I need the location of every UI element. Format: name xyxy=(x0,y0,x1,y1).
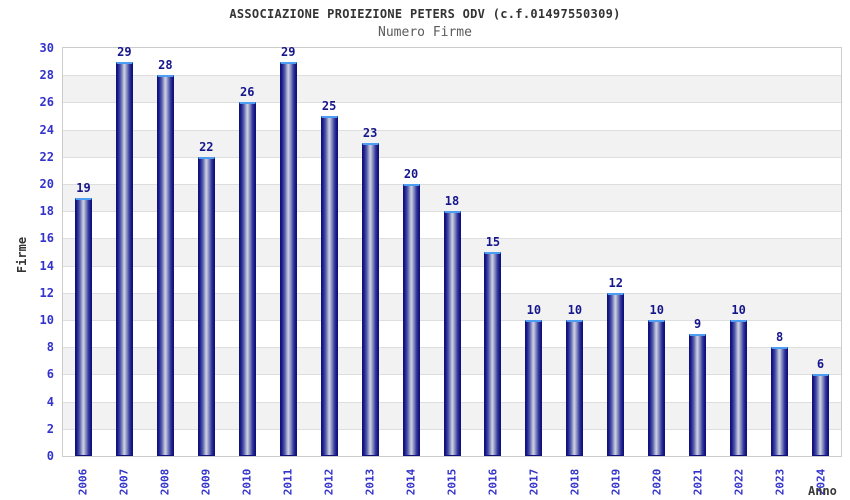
x-axis: 2006 2007 2008 2009 2010 2011 2012 2013 2014 2015… xyxy=(63,457,841,500)
bar-2012 xyxy=(320,116,338,456)
bar-value-label: 22 xyxy=(199,139,214,154)
background-band xyxy=(63,156,841,184)
y-axis: 0 2 4 6 8 10 12 14 16 18 20 22 24 26 28 30 xyxy=(0,41,54,463)
bar-value-label: 19 xyxy=(76,180,91,195)
background-band xyxy=(63,48,841,76)
y-tick-label: 18 xyxy=(39,204,54,219)
x-tick-label: 2017 xyxy=(527,468,541,496)
bar-2013 xyxy=(361,143,379,456)
bar-2008 xyxy=(156,75,174,456)
background-band xyxy=(63,129,841,157)
bar-2006 xyxy=(74,197,92,456)
bar-2016 xyxy=(484,252,502,456)
gridline xyxy=(63,129,841,131)
bar-2024 xyxy=(812,374,830,456)
bar-value-label: 15 xyxy=(485,235,501,249)
y-tick-label: 16 xyxy=(39,231,54,246)
x-tick-label: 2006 xyxy=(76,468,90,496)
y-tick-label: 22 xyxy=(39,149,54,164)
bar-value-label: 10 xyxy=(567,303,583,317)
bar-value-label: 29 xyxy=(117,44,132,59)
x-tick-label: 2008 xyxy=(158,468,172,496)
y-tick-label: 12 xyxy=(39,285,54,300)
bar-value-label: 29 xyxy=(280,44,296,59)
x-tick-label: 2020 xyxy=(650,468,664,496)
background-band xyxy=(63,102,841,130)
bar-2010 xyxy=(238,102,256,456)
bar-2011 xyxy=(279,61,297,456)
x-tick-label: 2015 xyxy=(445,468,459,496)
gridline xyxy=(63,102,841,104)
x-tick-label: 2022 xyxy=(732,468,746,496)
y-tick-label: 30 xyxy=(39,41,54,55)
y-tick-label: 8 xyxy=(46,340,54,355)
y-tick-label: 4 xyxy=(46,394,54,409)
y-tick-label: 24 xyxy=(39,122,54,137)
bar-2014 xyxy=(402,184,420,456)
bar-value-label: 9 xyxy=(694,316,702,331)
bar-2015 xyxy=(443,211,461,456)
bar-value-label: 25 xyxy=(321,99,337,113)
x-tick-label: 2007 xyxy=(117,468,131,496)
gridline xyxy=(63,184,841,185)
x-tick-label: 2016 xyxy=(486,468,500,496)
bar-2021 xyxy=(689,333,707,456)
bar-value-label: 10 xyxy=(731,303,746,317)
bar-value-label: 10 xyxy=(526,303,542,317)
x-tick-label: 2013 xyxy=(363,468,377,496)
x-tick-label: 2012 xyxy=(322,468,336,496)
bar-2023 xyxy=(771,347,789,456)
bar-2007 xyxy=(115,61,133,456)
x-tick-label: 2014 xyxy=(404,468,418,496)
x-tick-label: 2011 xyxy=(281,468,295,496)
bar-2009 xyxy=(197,156,215,456)
bar-2019 xyxy=(607,292,625,456)
bar-value-label: 20 xyxy=(403,167,419,181)
x-axis-title: Anno xyxy=(808,484,837,498)
chart-subtitle: Numero Firme xyxy=(378,25,472,40)
x-tick-label: 2018 xyxy=(568,468,582,496)
y-tick-label: 6 xyxy=(46,367,54,382)
bar-2020 xyxy=(648,320,666,456)
plot-area: 19 29 28 22 26 29 25 23 20 18 15 10 10 12 10 9 10 8 6 xyxy=(62,44,842,457)
x-tick-label: 2009 xyxy=(199,468,213,496)
bar-value-label: 6 xyxy=(816,357,825,372)
gridline xyxy=(63,75,841,77)
y-tick-label: 0 xyxy=(46,449,54,463)
chart-title: ASSOCIAZIONE PROIEZIONE PETERS ODV (c.f.… xyxy=(229,7,621,21)
x-tick-label: 2010 xyxy=(240,468,254,496)
bar-2022 xyxy=(730,320,748,456)
background-band xyxy=(63,184,841,212)
y-tick-label: 28 xyxy=(39,68,54,83)
y-tick-label: 10 xyxy=(39,313,54,327)
x-tick-label: 2019 xyxy=(609,468,623,496)
y-tick-label: 20 xyxy=(39,177,54,191)
gridline xyxy=(63,156,841,158)
bar-value-label: 8 xyxy=(775,330,784,345)
bar-2017 xyxy=(525,320,543,456)
bar-value-label: 10 xyxy=(649,303,664,317)
bar-value-label: 26 xyxy=(240,85,255,100)
bar-2018 xyxy=(566,320,584,456)
bar-value-label: 12 xyxy=(608,275,623,290)
x-tick-label: 2023 xyxy=(773,468,787,496)
y-tick-label: 14 xyxy=(39,258,54,273)
y-tick-label: 2 xyxy=(46,421,54,436)
y-tick-label: 26 xyxy=(39,95,54,110)
background-band xyxy=(63,75,841,103)
bar-value-label: 23 xyxy=(362,126,378,141)
x-tick-label: 2021 xyxy=(691,468,705,496)
bar-value-label: 28 xyxy=(158,58,173,73)
bar-value-label: 18 xyxy=(444,194,460,209)
